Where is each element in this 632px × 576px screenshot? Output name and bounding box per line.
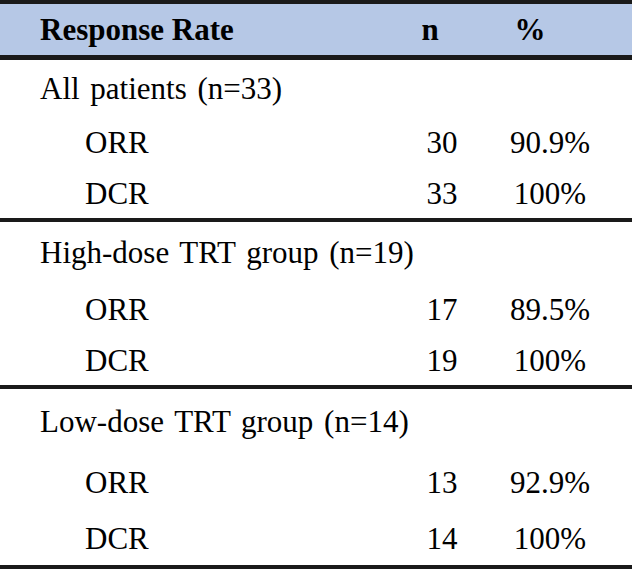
table-row-orr: ORR 17 89.5% (0, 282, 632, 336)
group-label: Low-dose TRT group (n=14) (0, 406, 400, 437)
row-n-value: 30 (400, 127, 484, 158)
header-response-rate: Response Rate (0, 12, 400, 48)
table-row-dcr: DCR 19 100% (0, 336, 632, 385)
header-percent: % (464, 12, 596, 48)
section-all-patients: All patients (n=33) ORR 30 90.9% DCR 33 … (0, 60, 632, 222)
group-row: Low-dose TRT group (n=14) (0, 389, 632, 453)
row-label: DCR (0, 178, 400, 209)
section-high-dose: High-dose TRT group (n=19) ORR 17 89.5% … (0, 222, 632, 389)
row-label: ORR (0, 467, 400, 498)
row-n-value: 14 (400, 523, 484, 554)
row-n-value: 13 (400, 467, 484, 498)
row-pct-value: 92.9% (484, 467, 616, 498)
row-pct-value: 89.5% (484, 294, 616, 325)
response-rate-table: Response Rate n % All patients (n=33) OR… (0, 0, 632, 576)
table-header-row: Response Rate n % (0, 0, 632, 60)
row-n-value: 17 (400, 294, 484, 325)
row-pct-value: 90.9% (484, 127, 616, 158)
row-label: ORR (0, 127, 400, 158)
group-label: High-dose TRT group (n=19) (0, 237, 400, 268)
row-label: DCR (0, 523, 400, 554)
row-n-value: 33 (400, 178, 484, 209)
table-row-dcr: DCR 33 100% (0, 169, 632, 218)
row-pct-value: 100% (484, 345, 616, 376)
group-row: All patients (n=33) (0, 60, 632, 116)
section-low-dose: Low-dose TRT group (n=14) ORR 13 92.9% D… (0, 389, 632, 569)
table-row-orr: ORR 13 92.9% (0, 453, 632, 511)
row-pct-value: 100% (484, 178, 616, 209)
group-label: All patients (n=33) (0, 73, 400, 104)
row-label: ORR (0, 294, 400, 325)
row-pct-value: 100% (484, 523, 616, 554)
group-row: High-dose TRT group (n=19) (0, 222, 632, 282)
row-label: DCR (0, 345, 400, 376)
row-n-value: 19 (400, 345, 484, 376)
table-row-dcr: DCR 14 100% (0, 511, 632, 565)
table-row-orr: ORR 30 90.9% (0, 116, 632, 169)
header-n: n (388, 12, 472, 48)
